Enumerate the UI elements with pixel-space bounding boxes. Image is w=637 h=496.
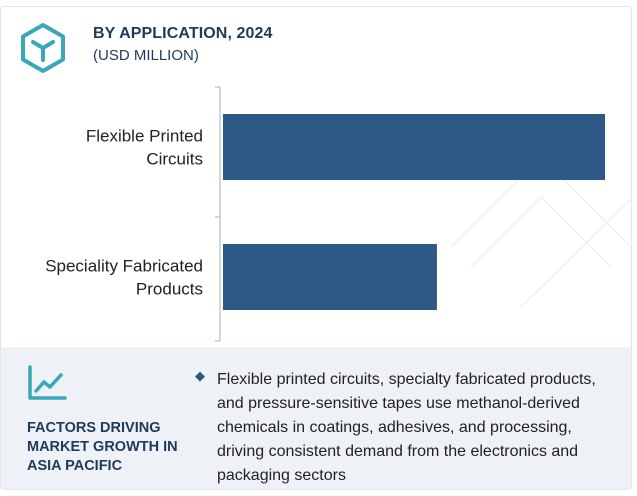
category-label: Circuits	[146, 150, 203, 169]
factors-description: Flexible printed circuits, specialty fab…	[217, 371, 596, 484]
category-label: Products	[136, 280, 203, 299]
chart-subtitle: (USD MILLION)	[93, 47, 199, 64]
category-label: Flexible Printed	[86, 127, 203, 146]
factors-panel: FACTORS DRIVING MARKET GROWTH IN ASIA PA…	[1, 347, 631, 489]
chart-title: BY APPLICATION, 2024	[93, 25, 273, 42]
infographic-card: BY APPLICATION, 2024 (USD MILLION) Flexi…	[0, 6, 632, 490]
diamond-bullet-icon: ◆	[195, 369, 205, 384]
category-label: Speciality Fabricated	[45, 257, 203, 276]
cube-icon	[21, 23, 65, 73]
factors-title: FACTORS DRIVING MARKET GROWTH IN ASIA PA…	[27, 420, 178, 474]
line-chart-icon	[28, 365, 67, 400]
bar-0	[223, 114, 605, 180]
bar-1	[223, 244, 437, 310]
bar-chart: Flexible Printed Circuits Speciality Fabri…	[45, 86, 605, 342]
